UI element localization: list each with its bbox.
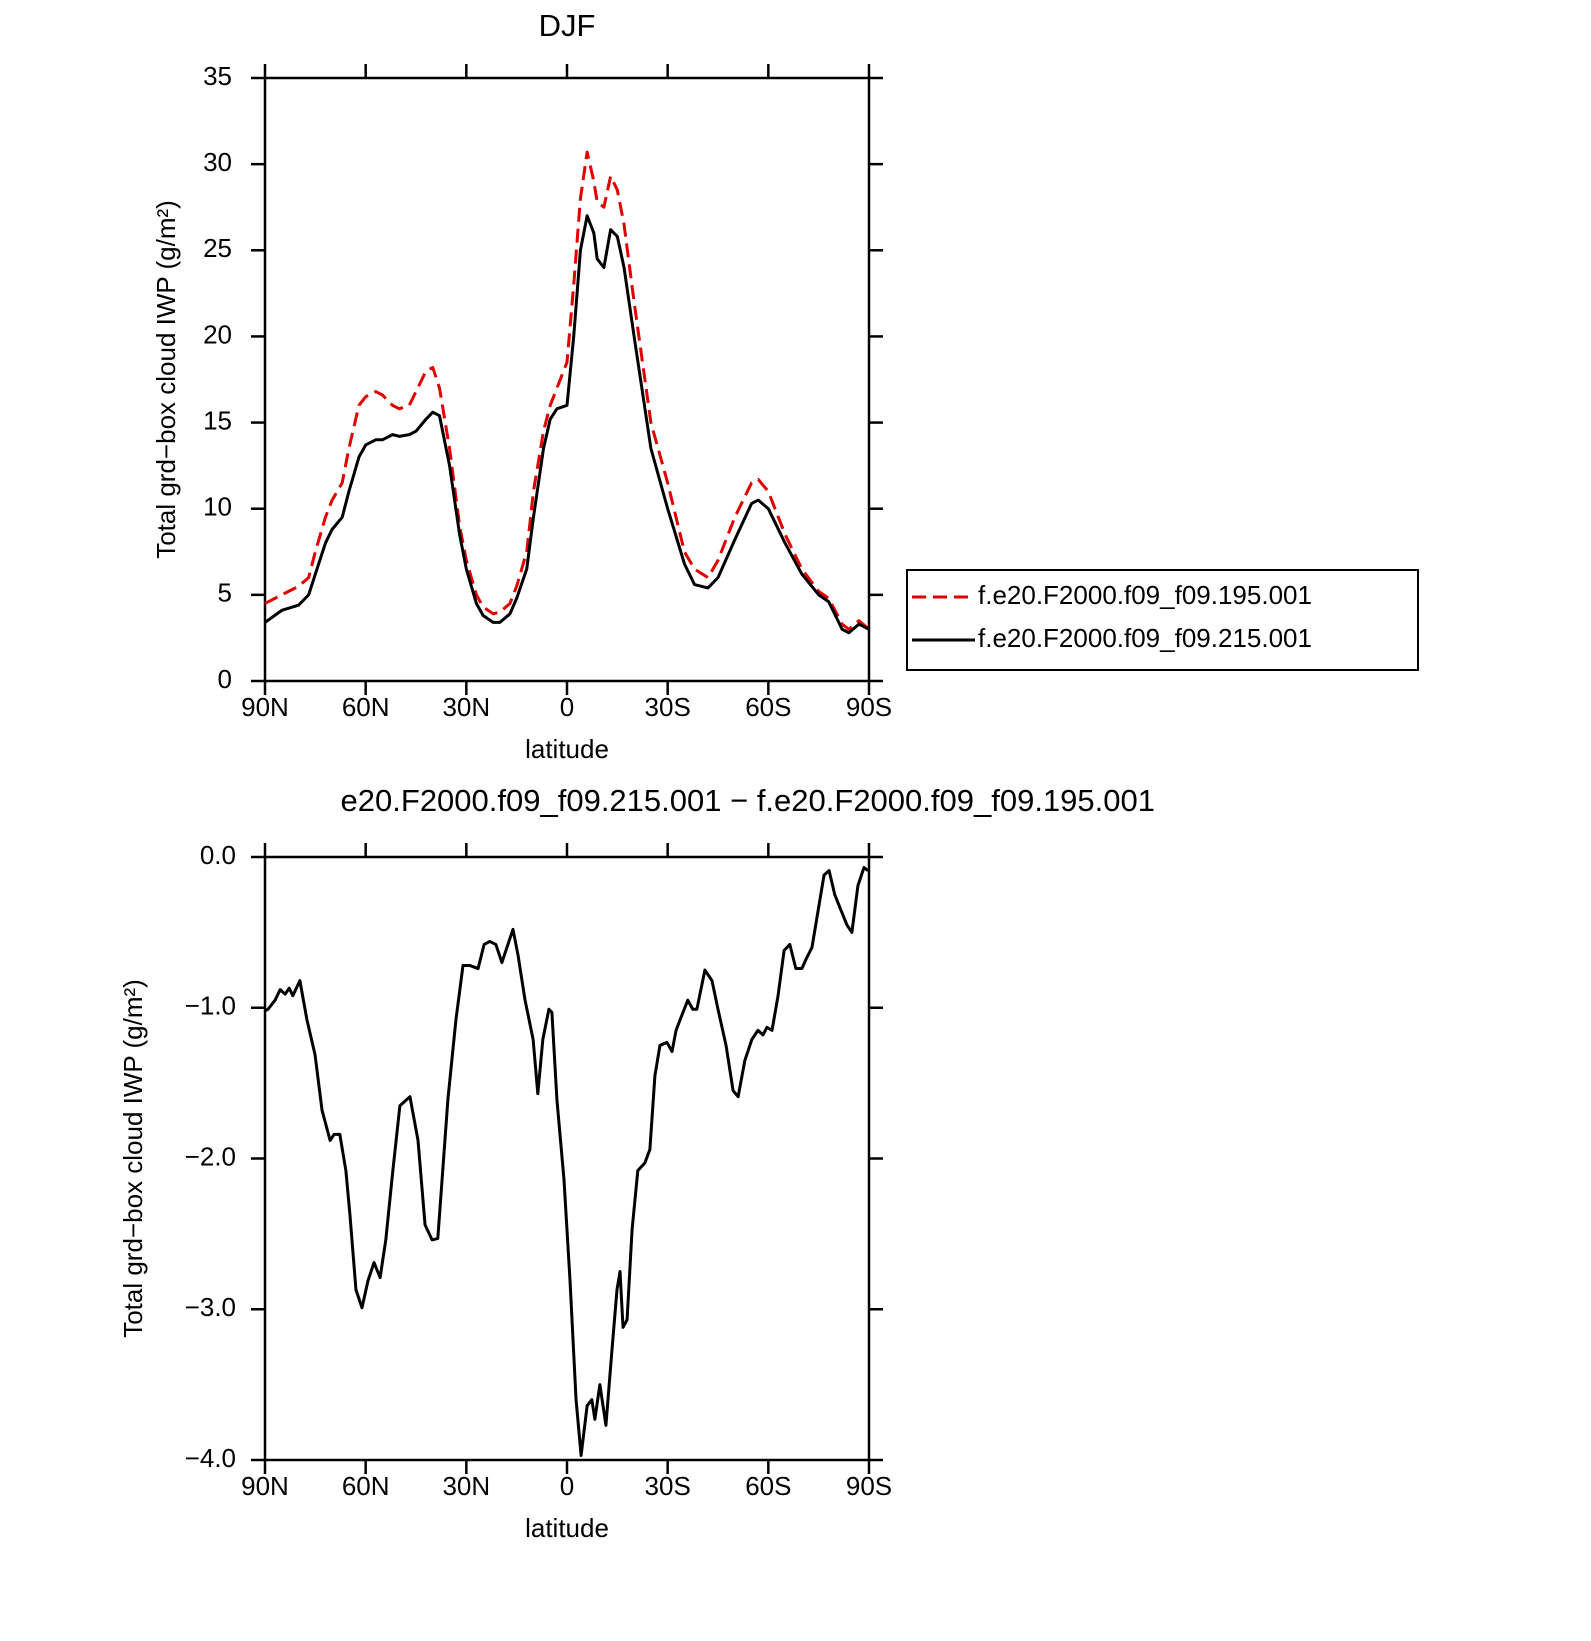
y-tick-label: 0.0 <box>200 840 236 870</box>
x-tick-label: 30N <box>442 1471 490 1501</box>
y-tick-label: −1.0 <box>185 991 236 1021</box>
legend-box <box>906 569 1419 671</box>
y-tick-label: 10 <box>203 492 232 522</box>
legend-label: f.e20.F2000.f09_f09.215.001 <box>978 623 1312 653</box>
y-tick-label: −2.0 <box>185 1141 236 1171</box>
x-tick-label: 60N <box>342 692 390 722</box>
y-tick-label: 20 <box>203 319 232 349</box>
plot-frame <box>263 76 871 683</box>
chart-title: DJF <box>539 8 596 43</box>
chart-title: e20.F2000.f09_f09.215.001 − f.e20.F2000.… <box>341 783 1155 818</box>
y-tick-label: 25 <box>203 233 232 263</box>
x-tick-label: 90S <box>846 1471 892 1501</box>
x-tick-label: 0 <box>560 1471 574 1501</box>
x-tick-label: 90N <box>241 1471 289 1501</box>
y-tick-label: 5 <box>218 578 232 608</box>
data-line <box>264 150 870 631</box>
x-axis-label: latitude <box>525 1513 609 1543</box>
x-tick-label: 60N <box>342 1471 390 1501</box>
x-tick-label: 30S <box>645 1471 691 1501</box>
x-tick-label: 60S <box>745 1471 791 1501</box>
x-tick-label: 30S <box>645 692 691 722</box>
y-tick-label: 35 <box>203 61 232 91</box>
y-tick-label: 30 <box>203 147 232 177</box>
x-tick-label: 90N <box>241 692 289 722</box>
y-tick-label: 15 <box>203 405 232 435</box>
x-axis-label: latitude <box>525 734 609 764</box>
y-axis-label: Total grd−box cloud IWP (g/m²) <box>151 200 181 559</box>
x-tick-label: 30N <box>442 692 490 722</box>
legend-label: f.e20.F2000.f09_f09.195.001 <box>978 580 1312 610</box>
x-tick-label: 60S <box>745 692 791 722</box>
y-tick-label: −3.0 <box>185 1292 236 1322</box>
data-line <box>264 866 869 1457</box>
plot-frame <box>263 855 871 1462</box>
y-tick-label: 0 <box>218 664 232 694</box>
x-tick-label: 0 <box>560 692 574 722</box>
y-axis-label: Total grd−box cloud IWP (g/m²) <box>118 979 148 1338</box>
data-line <box>264 214 870 635</box>
y-tick-label: −4.0 <box>185 1443 236 1473</box>
x-tick-label: 90S <box>846 692 892 722</box>
